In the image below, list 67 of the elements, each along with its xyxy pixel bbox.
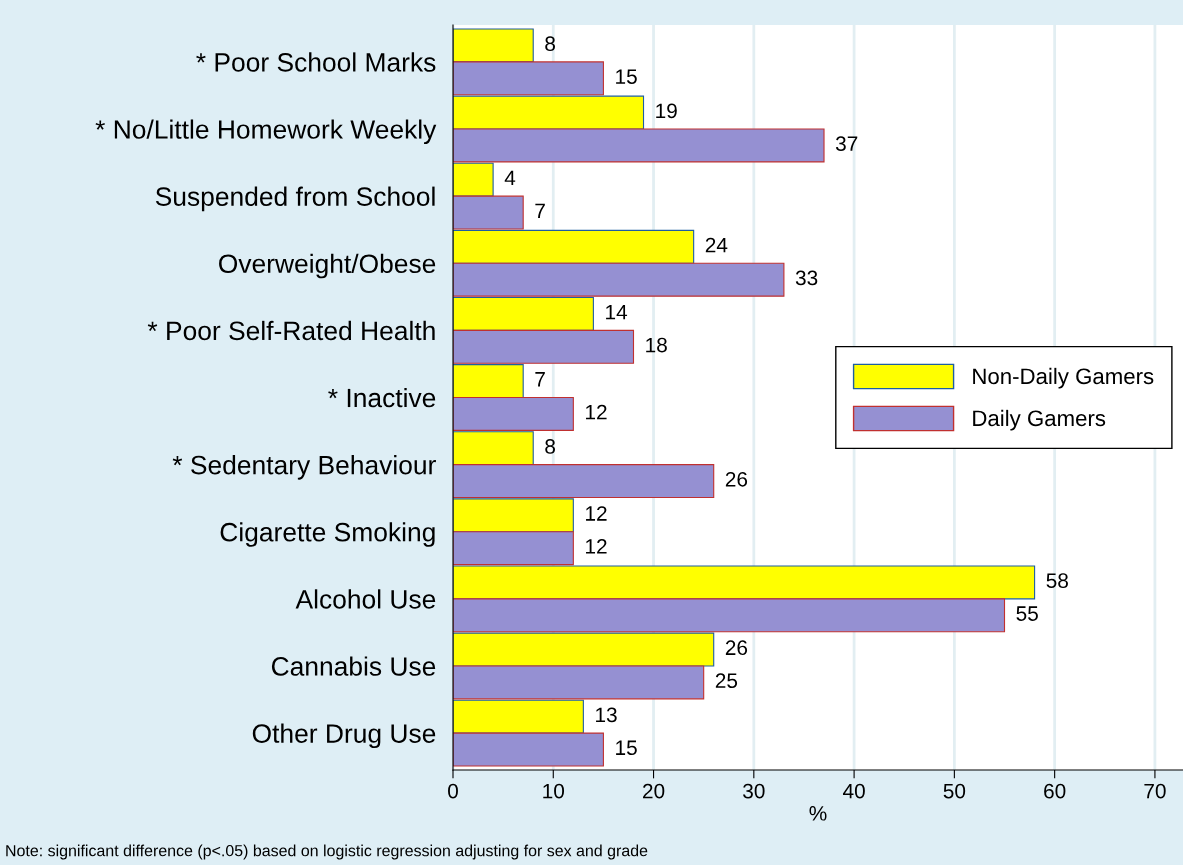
data-label: 26	[725, 471, 748, 487]
y-tick-label: Overweight/Obese	[219, 253, 436, 279]
data-label: 13	[596, 707, 617, 723]
bar	[453, 531, 574, 566]
data-label: 4	[504, 170, 516, 186]
bar	[453, 598, 1006, 633]
bar	[453, 61, 604, 96]
bar	[453, 262, 785, 297]
bar	[453, 464, 715, 499]
x-tick-label: 50	[943, 783, 966, 799]
x-tick-label: 40	[842, 783, 865, 799]
x-tick-label: 20	[643, 783, 665, 799]
x-tick-label: 70	[1144, 783, 1166, 799]
bar	[453, 498, 574, 533]
bar	[453, 162, 494, 197]
data-label: 58	[1046, 573, 1068, 588]
data-label: 12	[586, 506, 607, 521]
bar	[453, 128, 825, 163]
x-tick-label: 30	[743, 783, 765, 799]
y-tick-label: * Inactive	[328, 387, 436, 408]
x-tick-label: 60	[1044, 783, 1066, 799]
data-label: 18	[646, 337, 667, 353]
y-tick-label: * Poor School Marks	[196, 52, 436, 72]
bar	[453, 28, 534, 63]
legend-label: Non-Daily Gamers	[973, 367, 1154, 389]
data-label: 26	[725, 640, 748, 656]
y-tick-label: Alcohol Use	[295, 589, 436, 609]
bar	[453, 396, 574, 431]
data-label: 7	[535, 203, 545, 218]
bar	[453, 665, 705, 700]
x-tick-label: 0	[448, 783, 458, 799]
data-label: 7	[535, 372, 545, 387]
data-label: 24	[705, 237, 728, 253]
x-axis-title: %	[809, 806, 827, 821]
data-label: 12	[586, 404, 607, 420]
y-tick-label: * No/Little Homework Weekly	[95, 119, 437, 145]
legend-label: Daily Gamers	[973, 409, 1106, 431]
y-tick-label: * Sedentary Behaviour	[172, 455, 436, 480]
data-label: 19	[656, 103, 677, 119]
data-label: 8	[545, 439, 556, 454]
data-label: 55	[1016, 606, 1038, 621]
y-tick-label: Cigarette Smoking	[220, 522, 435, 547]
text: Note: significant difference (p<.05) based on logistic regression adjusting for sex and grade	[6, 844, 648, 860]
y-tick-label: Suspended from School	[155, 186, 435, 212]
y-tick-label: * Poor Self-Rated Health	[147, 320, 435, 341]
data-label: 8	[545, 36, 556, 52]
bar	[453, 296, 594, 331]
bar	[453, 195, 524, 230]
bar	[453, 565, 1036, 600]
data-label: 14	[606, 304, 628, 320]
bar	[453, 95, 645, 130]
data-label: 25	[715, 673, 738, 688]
bar	[453, 632, 715, 667]
bar	[453, 329, 635, 364]
data-label: 37	[835, 136, 858, 152]
bar	[453, 699, 584, 734]
data-label: 33	[795, 270, 818, 286]
bar	[453, 229, 695, 264]
bar	[453, 732, 604, 767]
data-label: 15	[616, 740, 637, 756]
x-tick-label: 10	[543, 783, 565, 799]
bar	[453, 364, 524, 399]
data-label: 15	[616, 69, 637, 84]
y-tick-label: Other Drug Use	[252, 723, 436, 749]
data-label: 12	[586, 539, 607, 554]
bar	[453, 431, 534, 466]
y-tick-label: Cannabis Use	[271, 656, 436, 676]
